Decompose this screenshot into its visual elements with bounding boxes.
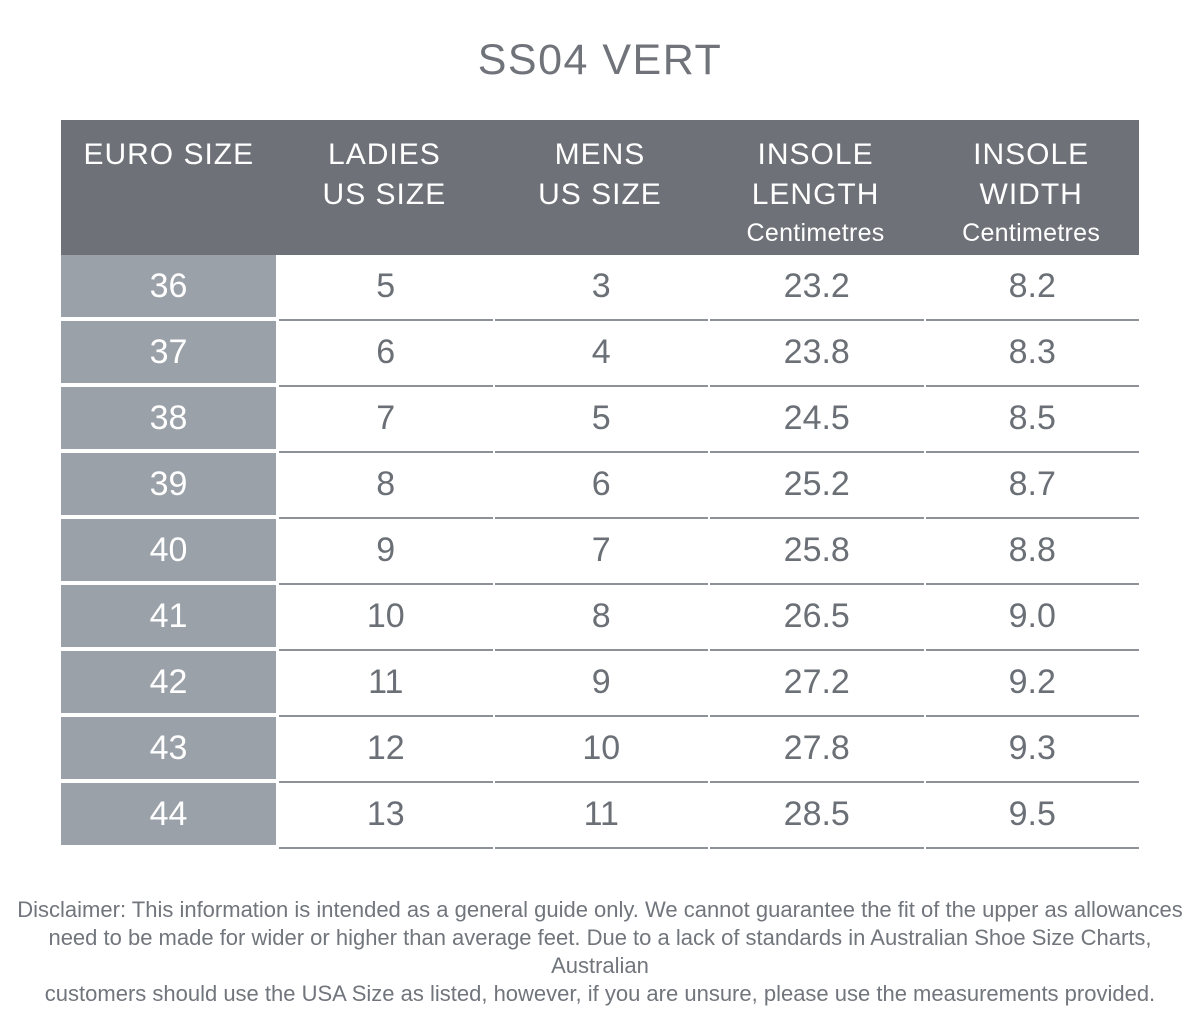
size-chart-table: EURO SIZE LADIES US SIZE MENS US SIZE IN… <box>61 120 1139 849</box>
mens-size-cell: 5 <box>494 387 708 453</box>
insole-length-cell: 25.8 <box>710 519 924 585</box>
table-header-row: EURO SIZE LADIES US SIZE MENS US SIZE IN… <box>61 120 1139 255</box>
mens-size-cell: 4 <box>494 321 708 387</box>
insole-length-cell: 27.8 <box>710 717 924 783</box>
table-row: 42 11 9 27.2 9.2 <box>61 651 1139 717</box>
ladies-size-cell: 11 <box>279 651 493 717</box>
insole-length-cell: 24.5 <box>710 387 924 453</box>
insole-width-cell: 9.3 <box>925 717 1139 783</box>
insole-width-cell: 8.7 <box>925 453 1139 519</box>
mens-size-cell: 9 <box>494 651 708 717</box>
insole-width-cell: 9.0 <box>925 585 1139 651</box>
insole-length-cell: 28.5 <box>710 783 924 849</box>
header-label: INSOLE <box>757 138 874 171</box>
euro-size-cell: 43 <box>61 717 276 779</box>
table-row: 43 12 10 27.8 9.3 <box>61 717 1139 783</box>
ladies-size-cell: 6 <box>279 321 493 387</box>
euro-size-cell: 42 <box>61 651 276 713</box>
header-cell-mens-us-size: MENS US SIZE <box>492 120 708 255</box>
header-label: WIDTH <box>979 178 1083 211</box>
disclaimer-text: Disclaimer: This information is intended… <box>0 896 1200 1008</box>
euro-size-cell: 38 <box>61 387 276 449</box>
insole-length-cell: 23.8 <box>710 321 924 387</box>
euro-size-cell: 37 <box>61 321 276 383</box>
euro-size-cell: 41 <box>61 585 276 647</box>
table-row: 41 10 8 26.5 9.0 <box>61 585 1139 651</box>
ladies-size-cell: 5 <box>279 255 493 321</box>
disclaimer-line: Disclaimer: This information is intended… <box>17 897 1183 922</box>
euro-size-cell: 36 <box>61 255 276 317</box>
mens-size-cell: 7 <box>494 519 708 585</box>
insole-width-cell: 9.2 <box>925 651 1139 717</box>
header-label: MENS <box>554 138 646 171</box>
table-row: 40 9 7 25.8 8.8 <box>61 519 1139 585</box>
header-unit-label: Centimetres <box>962 219 1101 247</box>
ladies-size-cell: 13 <box>279 783 493 849</box>
table-row: 39 8 6 25.2 8.7 <box>61 453 1139 519</box>
header-label: LADIES <box>328 138 441 171</box>
insole-length-cell: 25.2 <box>710 453 924 519</box>
header-label: LENGTH <box>751 178 880 211</box>
header-cell-insole-width: INSOLE WIDTH Centimetres <box>923 120 1139 255</box>
ladies-size-cell: 8 <box>279 453 493 519</box>
ladies-size-cell: 12 <box>279 717 493 783</box>
insole-length-cell: 23.2 <box>710 255 924 321</box>
header-label: US SIZE <box>322 178 447 211</box>
table-row: 37 6 4 23.8 8.3 <box>61 321 1139 387</box>
header-label: EURO SIZE <box>83 138 255 171</box>
euro-size-cell: 40 <box>61 519 276 581</box>
insole-length-cell: 26.5 <box>710 585 924 651</box>
insole-width-cell: 8.5 <box>925 387 1139 453</box>
header-unit-label: Centimetres <box>746 219 885 247</box>
euro-size-cell: 44 <box>61 783 276 845</box>
table-row: 38 7 5 24.5 8.5 <box>61 387 1139 453</box>
mens-size-cell: 10 <box>494 717 708 783</box>
ladies-size-cell: 7 <box>279 387 493 453</box>
ladies-size-cell: 9 <box>279 519 493 585</box>
euro-size-cell: 39 <box>61 453 276 515</box>
insole-width-cell: 8.2 <box>925 255 1139 321</box>
table-row: 44 13 11 28.5 9.5 <box>61 783 1139 849</box>
header-cell-insole-length: INSOLE LENGTH Centimetres <box>708 120 924 255</box>
disclaimer-line: need to be made for wider or higher than… <box>48 925 1152 978</box>
header-label: INSOLE <box>973 138 1090 171</box>
header-cell-euro-size: EURO SIZE <box>61 120 277 255</box>
table-row: 36 5 3 23.2 8.2 <box>61 255 1139 321</box>
page-title: SS04 VERT <box>477 36 723 84</box>
mens-size-cell: 3 <box>494 255 708 321</box>
header-label: US SIZE <box>538 178 662 211</box>
header-cell-ladies-us-size: LADIES US SIZE <box>277 120 493 255</box>
insole-width-cell: 9.5 <box>925 783 1139 849</box>
insole-length-cell: 27.2 <box>710 651 924 717</box>
mens-size-cell: 6 <box>494 453 708 519</box>
insole-width-cell: 8.8 <box>925 519 1139 585</box>
ladies-size-cell: 10 <box>279 585 493 651</box>
disclaimer-line: customers should use the USA Size as lis… <box>44 981 1156 1006</box>
mens-size-cell: 8 <box>494 585 708 651</box>
insole-width-cell: 8.3 <box>925 321 1139 387</box>
mens-size-cell: 11 <box>494 783 708 849</box>
